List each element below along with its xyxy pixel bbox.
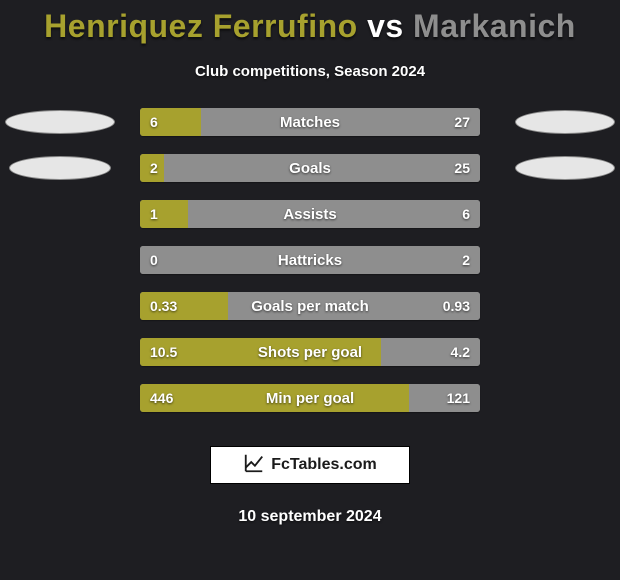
stat-label: Goals per match bbox=[140, 292, 480, 320]
chart-icon bbox=[243, 452, 265, 479]
stat-label: Hattricks bbox=[140, 246, 480, 274]
avatar-placeholder-left-2 bbox=[9, 156, 111, 180]
stat-row: 10.54.2Shots per goal bbox=[140, 338, 480, 366]
branding-badge[interactable]: FcTables.com bbox=[210, 446, 410, 484]
avatar-placeholder-right-1 bbox=[515, 110, 615, 134]
subtitle: Club competitions, Season 2024 bbox=[0, 63, 620, 80]
stat-row: 02Hattricks bbox=[140, 246, 480, 274]
title-row: Henriquez Ferrufino vs Markanich bbox=[0, 0, 620, 45]
stat-label: Matches bbox=[140, 108, 480, 136]
stat-label: Goals bbox=[140, 154, 480, 182]
avatar-placeholder-left-1 bbox=[5, 110, 115, 134]
branding-text: FcTables.com bbox=[271, 456, 377, 474]
stat-label: Min per goal bbox=[140, 384, 480, 412]
stat-row: 446121Min per goal bbox=[140, 384, 480, 412]
stats-container: 627Matches 225Goals 16Assists 02Hattricks 0.… bbox=[0, 108, 620, 428]
date-footer: 10 september 2024 bbox=[0, 508, 620, 526]
stat-label: Assists bbox=[140, 200, 480, 228]
title-player1: Henriquez Ferrufino bbox=[44, 8, 358, 44]
stat-row: 627Matches bbox=[140, 108, 480, 136]
stat-row: 16Assists bbox=[140, 200, 480, 228]
title-vs: vs bbox=[367, 8, 404, 44]
title-player2: Markanich bbox=[413, 8, 576, 44]
stat-rows: 627Matches 225Goals 16Assists 02Hattricks 0.… bbox=[140, 108, 480, 430]
stat-row: 225Goals bbox=[140, 154, 480, 182]
avatar-placeholder-right-2 bbox=[515, 156, 615, 180]
stat-row: 0.330.93Goals per match bbox=[140, 292, 480, 320]
stat-label: Shots per goal bbox=[140, 338, 480, 366]
